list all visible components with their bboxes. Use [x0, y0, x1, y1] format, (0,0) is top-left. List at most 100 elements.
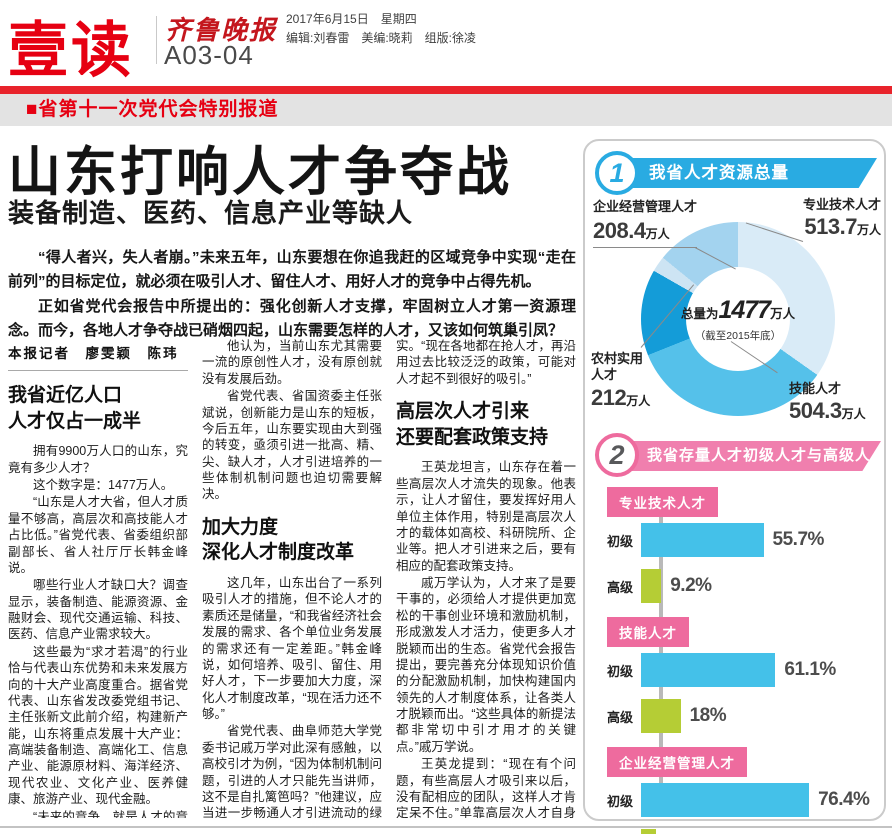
bar-value: 55.7% [772, 529, 825, 550]
segment-value: 513.7 [804, 214, 857, 240]
panel-2-number-badge: 2 [595, 433, 639, 477]
lead-paragraph: 正如省党代会报告中所提出的：强化创新人才支撑，牢固树立人才第一资源理念。而今，各… [8, 297, 576, 339]
segment-value: 208.4 [593, 218, 646, 243]
talent-total-donut-chart: 总量为1477万人 （截至2015年底） [641, 222, 835, 416]
body-paragraph: 王英龙提到：“现在有个问题，有些高层人才吸引来以后，没有配相应的团队，这样人才肯… [396, 757, 576, 818]
bar-name: 初级 [607, 793, 634, 809]
bar-row: 高级6.7% [585, 823, 884, 834]
body-paragraph: 省党代表、曲阜师范大学党委书记戚万学对此深有感触，以高校引才为例，“因为体制机制… [202, 724, 382, 818]
section-heading: 加大力度 深化人才制度改革 [202, 516, 355, 564]
talent-level-bar-chart: 专业技术人才 初级 55.7% 高级 9.2% 技能人才 初级 61.1% 高级 18% 企业经营管… [585, 479, 884, 834]
segment-unit: 万人 [856, 223, 881, 238]
segment-name: 企业经营管理人才 [593, 199, 698, 214]
body-paragraph: 戚万学认为，人才来了是要干事的，必须给人才提供更加宽松的干事创业环境和激励机制，… [396, 576, 576, 754]
body-paragraph: 他认为，当前山东尤其需要一流的原创性人才，没有原创就没有发展后劲。 [202, 339, 382, 386]
bar-group-label: 技能人才 [607, 617, 689, 647]
body-paragraph: 哪些行业人才缺口大？调查显示，装备制造、能源资源、金融财会、现代交通运输、科技、… [8, 578, 188, 642]
bar [641, 523, 764, 557]
article-column: 本报记者 廖雯颖 陈玮我省近亿人口 人才仅占一成半拥有9900万人口的山东，究竟… [8, 338, 188, 818]
bar [641, 699, 681, 733]
article-lead: “得人者兴，失人者崩。”未来五年，山东要想在你追我赶的区域竞争中实现“走在前列”… [8, 246, 576, 343]
date-line: 2017年6月15日 星期四 [286, 12, 417, 26]
section-banner: ■省第十一次党代会特别报道 [0, 94, 892, 126]
donut-total-note: （截至2015年底） [694, 329, 782, 342]
page-number: A03-04 [164, 40, 254, 70]
panel-2-title-ribbon: 我省存量人才初级人才与高级人才占比 [615, 441, 881, 471]
segment-name: 专业技术人才 [802, 197, 881, 212]
panel-1-number: 1 [609, 157, 625, 188]
bar-value: 9.2% [670, 575, 712, 596]
article-column: 他认为，当前山东尤其需要一流的原创性人才，没有原创就没有发展后劲。 省党代表、省国… [202, 338, 382, 818]
bar [641, 783, 810, 817]
donut-total-value: 1477 [718, 295, 771, 324]
byline: 本报记者 廖雯颖 陈玮 [8, 338, 188, 371]
body-paragraph: 这几年，山东出台了一系列吸引人才的措施，但不论人才的素质还是储量，“和我省经济社… [202, 576, 382, 722]
bar-group-label: 专业技术人才 [607, 487, 718, 517]
lead-paragraph: “得人者兴，失人者崩。”未来五年，山东要想在你追我赶的区域竞争中实现“走在前列”… [8, 249, 576, 291]
body-paragraph: 王英龙坦言，山东存在着一些高层次人才流失的现象。他表示，让人才留住，要发挥好用人… [396, 460, 576, 573]
bar-chart-axis [659, 487, 663, 811]
body-paragraph: 拥有9900万人口的山东，究竟有多少人才？ [8, 444, 188, 475]
section-masthead: 壹读 [8, 17, 134, 84]
body-paragraph: “未来的竞争，就是人才的竞争。”省党代表、山东科学院院长、山东省高层次人才发展促… [33, 809, 188, 818]
section-heading: 我省近亿人口 人才仅占一成半 [8, 385, 142, 432]
bar-value: 18% [689, 705, 727, 726]
panel-2-number: 2 [609, 439, 625, 470]
article-columns: 本报记者 廖雯颖 陈玮我省近亿人口 人才仅占一成半拥有9900万人口的山东，究竟… [8, 338, 576, 818]
donut-total: 总量为1477万人 [681, 296, 795, 325]
bar-name: 高级 [607, 579, 634, 595]
segment-name: 农村实用人才 [591, 351, 644, 383]
infographic-card: 1 我省人才资源总量 总量为1477万人 （截至2015年底） 企业经营管理人才… [583, 139, 886, 834]
donut-total-unit: 万人 [770, 306, 796, 321]
bar [641, 569, 662, 603]
body-paragraph: “山东是人才大省，但人才质量不够高，高层次和高技能人才占比低。”省党代表、省委组… [8, 495, 188, 575]
bar-row: 初级 61.1% [585, 647, 884, 693]
bar-row: 初级 55.7% [585, 517, 884, 563]
bar-row: 高级 18% [585, 693, 884, 739]
body-paragraph: 这些最为“求才若渴”的行业恰与代表山东优势和未来发展方向的十大产业高度重合。据省… [8, 644, 188, 807]
bar-group: 专业技术人才初级 55.7% 高级 9.2% [585, 487, 884, 609]
segment-unit: 万人 [841, 407, 866, 422]
bar-row: 初级 76.4% [585, 777, 884, 823]
segment-value: 212 [591, 384, 627, 410]
segment-name: 技能人才 [789, 381, 842, 396]
bar-name: 初级 [607, 663, 634, 679]
bar [641, 829, 656, 834]
panel-1-title-ribbon: 我省人才资源总量 [615, 158, 877, 188]
donut-label-skilled: 技能人才 504.3万人 [789, 381, 883, 425]
bar-value: 61.1% [784, 659, 836, 680]
bar-name: 初级 [607, 533, 634, 549]
article-subhead: 装备制造、医药、信息产业等缺人 [8, 198, 414, 228]
donut-center-label: 总量为1477万人 （截至2015年底） [681, 267, 795, 371]
donut-label-enterprise-management: 企业经营管理人才 208.4万人 [593, 197, 705, 245]
bar-value: 76.4% [818, 789, 870, 810]
donut-label-professional-technical: 专业技术人才 513.7万人 [761, 197, 881, 241]
segment-unit: 万人 [645, 227, 670, 241]
header-meta: 2017年6月15日 星期四 编辑:刘春雷 美编:晓莉 组版:徐凌 [286, 10, 476, 47]
red-rule [0, 86, 892, 94]
editors-line: 编辑:刘春雷 美编:晓莉 组版:徐凌 [286, 30, 477, 45]
newspaper-logo: 齐鲁晚报 [165, 16, 278, 46]
bar-group-label: 企业经营管理人才 [607, 747, 747, 777]
article-column: 实。“现在各地都在抢人才，再沿用过去比较泛泛的政策，可能对人才起不到很好的吸引。… [396, 338, 576, 818]
segment-unit: 万人 [626, 393, 651, 408]
article-headline: 山东打响人才争夺战 [8, 143, 512, 202]
bar-row: 高级 9.2% [585, 563, 884, 609]
leader-line [593, 247, 697, 248]
section-banner-label: ■省第十一次党代会特别报道 [26, 99, 279, 120]
section-heading: 高层次人才引来 还要配套政策支持 [396, 401, 549, 448]
bar [641, 653, 776, 687]
panel-1-number-badge: 1 [595, 151, 639, 195]
segment-value: 504.3 [789, 398, 842, 424]
bar-name: 高级 [607, 709, 634, 725]
body-paragraph: 实。“现在各地都在抢人才，再沿用过去比较泛泛的政策，可能对人才起不到很好的吸引。… [396, 339, 576, 386]
bar-group: 技能人才初级 61.1% 高级 18% [585, 617, 884, 739]
bottom-rule [0, 826, 892, 828]
donut-total-prefix: 总量为 [680, 306, 719, 321]
donut-label-rural-practical: 农村实用人才 212万人 [591, 351, 653, 411]
header-divider [156, 16, 157, 64]
body-paragraph: 省党代表、省国资委主任张斌说，创新能力是山东的短板，今后五年，山东要实现由大到强… [202, 389, 382, 502]
body-paragraph: 这个数字是：1477万人。 [33, 478, 174, 493]
